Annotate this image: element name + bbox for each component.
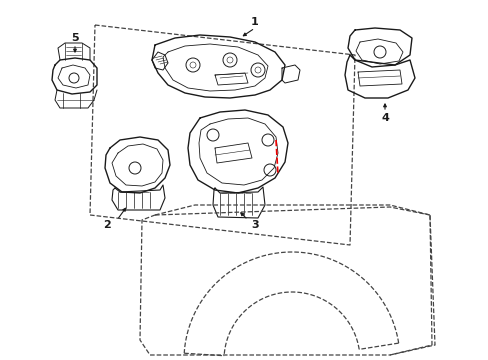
Text: 5: 5 bbox=[71, 33, 79, 43]
Text: 4: 4 bbox=[380, 113, 388, 123]
Text: 1: 1 bbox=[251, 17, 258, 27]
Text: 3: 3 bbox=[251, 220, 258, 230]
Text: 2: 2 bbox=[103, 220, 111, 230]
